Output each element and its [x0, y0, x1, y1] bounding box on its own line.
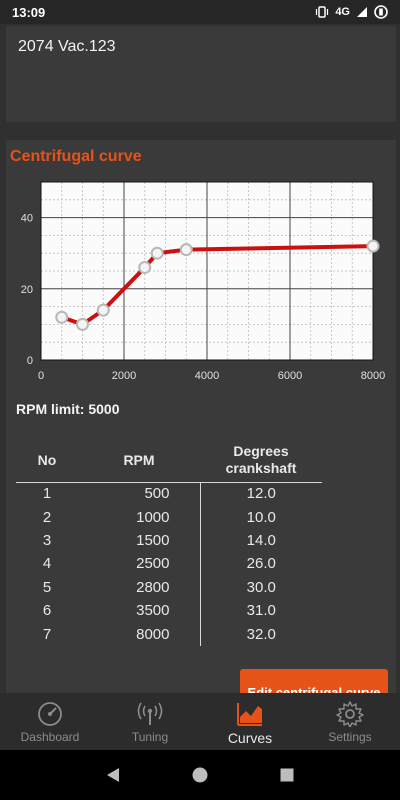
- col-header-degrees: Degrees crankshaft: [200, 438, 322, 483]
- col-header-degrees-line1: Degrees: [233, 442, 289, 459]
- cell-rpm: 500: [144, 485, 170, 503]
- y-tick-label: 40: [21, 213, 33, 225]
- table-row[interactable]: 3 1500 14.0: [16, 528, 322, 553]
- nav-item-dashboard[interactable]: Dashboard: [0, 693, 100, 750]
- plot-frame: [40, 181, 374, 361]
- cell-rpm: 2800: [136, 578, 170, 596]
- nav-item-tuning[interactable]: Tuning: [100, 693, 200, 750]
- rpm-limit: RPM limit: 5000: [16, 401, 120, 417]
- centrifugal-curve-card: Centrifugal curve 0 2000 4000 6000 8000 0 20 40…: [6, 140, 396, 700]
- card-title: Centrifugal curve: [10, 148, 142, 165]
- signal-icon: [357, 7, 367, 17]
- cell-rpm: 1000: [136, 508, 170, 526]
- nav-label-curves: Curves: [227, 730, 273, 746]
- data-point[interactable]: [138, 260, 152, 274]
- cell-rpm: 3500: [136, 602, 170, 620]
- table-row[interactable]: 2 1000 10.0: [16, 505, 322, 529]
- back-icon[interactable]: [104, 766, 122, 784]
- x-tick-label: 2000: [112, 370, 136, 382]
- chart-container: 0 2000 4000 6000 8000 0 20 40: [6, 172, 396, 397]
- centrifugal-curve-chart[interactable]: 0 2000 4000 6000 8000 0 20 40: [6, 172, 396, 392]
- cell-no: 2: [42, 508, 52, 526]
- cell-deg: 30.0: [199, 575, 322, 599]
- table-row[interactable]: 6 3500 31.0: [16, 598, 322, 623]
- nav-label-settings: Settings: [328, 730, 372, 744]
- x-tick-label: 4000: [195, 370, 219, 382]
- network-type: 4G: [335, 6, 350, 18]
- x-tick-label: 8000: [361, 370, 385, 382]
- tuning-icon: [137, 702, 163, 725]
- battery-icon: [374, 5, 388, 19]
- data-point[interactable]: [366, 239, 380, 253]
- nav-item-curves[interactable]: Curves: [200, 693, 300, 750]
- col-header-degrees-line2: crankshaft: [225, 459, 297, 476]
- nav-item-settings[interactable]: Settings: [300, 693, 400, 750]
- col-header-rpm: RPM: [78, 438, 200, 483]
- x-tick-label: 0: [38, 370, 44, 382]
- cell-deg: 32.0: [199, 622, 322, 646]
- gear-icon: [336, 701, 364, 727]
- data-point[interactable]: [55, 310, 69, 324]
- home-icon[interactable]: [191, 766, 209, 784]
- cell-rpm: 2500: [136, 555, 170, 573]
- cell-no: 3: [42, 531, 52, 549]
- cell-deg: 14.0: [199, 528, 322, 553]
- cell-deg: 26.0: [199, 552, 322, 576]
- status-time: 13:09: [12, 4, 46, 20]
- data-point[interactable]: [179, 243, 193, 257]
- table-header-row: No RPM Degrees crankshaft: [16, 438, 322, 483]
- table-row[interactable]: 7 8000 32.0: [16, 622, 322, 646]
- recents-icon[interactable]: [278, 766, 296, 784]
- table-row[interactable]: 4 2500 26.0: [16, 552, 322, 576]
- curve-table: No RPM Degrees crankshaft 1 500 12.0 2 1000…: [16, 438, 322, 646]
- status-bar: 13:09 4G: [0, 0, 400, 24]
- vibrate-icon: [316, 6, 329, 18]
- col-header-no: No: [16, 438, 78, 483]
- system-navigation-bar: [0, 750, 400, 800]
- cell-no: 5: [42, 578, 52, 596]
- vacuum-label: 2074 Vac.123: [18, 38, 116, 55]
- nav-label-dashboard: Dashboard: [20, 730, 80, 744]
- cell-no: 7: [42, 625, 52, 643]
- cell-deg: 31.0: [199, 598, 322, 623]
- cell-no: 4: [42, 555, 52, 573]
- cell-deg: 10.0: [199, 505, 322, 529]
- cell-no: 1: [42, 485, 52, 503]
- bottom-navigation: Dashboard Tuning Curves Settings: [0, 693, 400, 750]
- cell-rpm: 8000: [136, 625, 170, 643]
- table-row[interactable]: 1 500 12.0: [16, 482, 322, 506]
- data-point[interactable]: [150, 246, 164, 260]
- x-tick-label: 6000: [278, 370, 302, 382]
- data-point[interactable]: [76, 317, 89, 331]
- cell-rpm: 1500: [136, 531, 170, 549]
- status-icons: 4G: [315, 5, 388, 19]
- data-point[interactable]: [96, 303, 110, 317]
- cell-deg: 12.0: [199, 482, 322, 506]
- vacuum-card: 2074 Vac.123: [6, 26, 396, 122]
- curves-icon: [237, 703, 262, 726]
- y-tick-label: 0: [27, 355, 33, 367]
- nav-label-tuning: Tuning: [131, 730, 169, 744]
- gauge-icon: [38, 702, 62, 726]
- cell-no: 6: [42, 602, 52, 620]
- table-row[interactable]: 5 2800 30.0: [16, 575, 322, 599]
- y-tick-label: 20: [21, 284, 33, 296]
